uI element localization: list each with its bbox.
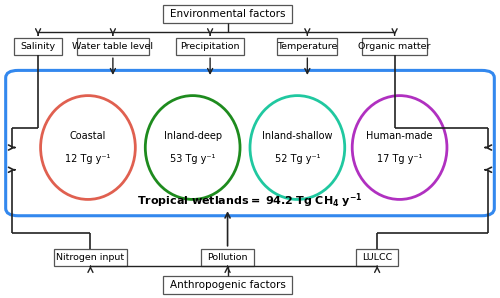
Ellipse shape bbox=[352, 96, 447, 199]
Text: Salinity: Salinity bbox=[20, 42, 56, 51]
Text: Nitrogen input: Nitrogen input bbox=[56, 253, 124, 262]
Text: 17 Tg y⁻¹: 17 Tg y⁻¹ bbox=[377, 154, 422, 164]
Text: 12 Tg y⁻¹: 12 Tg y⁻¹ bbox=[66, 154, 110, 164]
Text: Organic matter: Organic matter bbox=[358, 42, 431, 51]
Text: LULCC: LULCC bbox=[362, 253, 392, 262]
Ellipse shape bbox=[250, 96, 344, 199]
FancyBboxPatch shape bbox=[14, 38, 62, 55]
FancyBboxPatch shape bbox=[54, 249, 127, 266]
Text: Inland-shallow: Inland-shallow bbox=[262, 131, 332, 141]
Text: Inland-deep: Inland-deep bbox=[164, 131, 222, 141]
FancyBboxPatch shape bbox=[162, 276, 292, 294]
Text: Coastal: Coastal bbox=[70, 131, 106, 141]
FancyBboxPatch shape bbox=[162, 5, 292, 23]
Text: 52 Tg y⁻¹: 52 Tg y⁻¹ bbox=[274, 154, 320, 164]
Text: Anthropogenic factors: Anthropogenic factors bbox=[170, 280, 285, 290]
Text: Environmental factors: Environmental factors bbox=[170, 9, 285, 19]
FancyBboxPatch shape bbox=[362, 38, 427, 55]
Text: Water table level: Water table level bbox=[72, 42, 154, 51]
FancyBboxPatch shape bbox=[202, 249, 254, 266]
Text: Pollution: Pollution bbox=[208, 253, 248, 262]
FancyBboxPatch shape bbox=[356, 249, 399, 266]
FancyBboxPatch shape bbox=[176, 38, 244, 55]
FancyBboxPatch shape bbox=[6, 70, 494, 216]
FancyBboxPatch shape bbox=[76, 38, 149, 55]
Text: Precipitation: Precipitation bbox=[180, 42, 240, 51]
FancyBboxPatch shape bbox=[278, 38, 338, 55]
Text: Human-made: Human-made bbox=[366, 131, 433, 141]
Text: $\bf{Tropical\ wetlands=\ 94.2\ Tg\ CH_4\ y^{-1}}$: $\bf{Tropical\ wetlands=\ 94.2\ Tg\ CH_4… bbox=[137, 192, 363, 210]
Text: 53 Tg y⁻¹: 53 Tg y⁻¹ bbox=[170, 154, 216, 164]
Text: Temperature: Temperature bbox=[277, 42, 338, 51]
Ellipse shape bbox=[40, 96, 136, 199]
Ellipse shape bbox=[146, 96, 240, 199]
